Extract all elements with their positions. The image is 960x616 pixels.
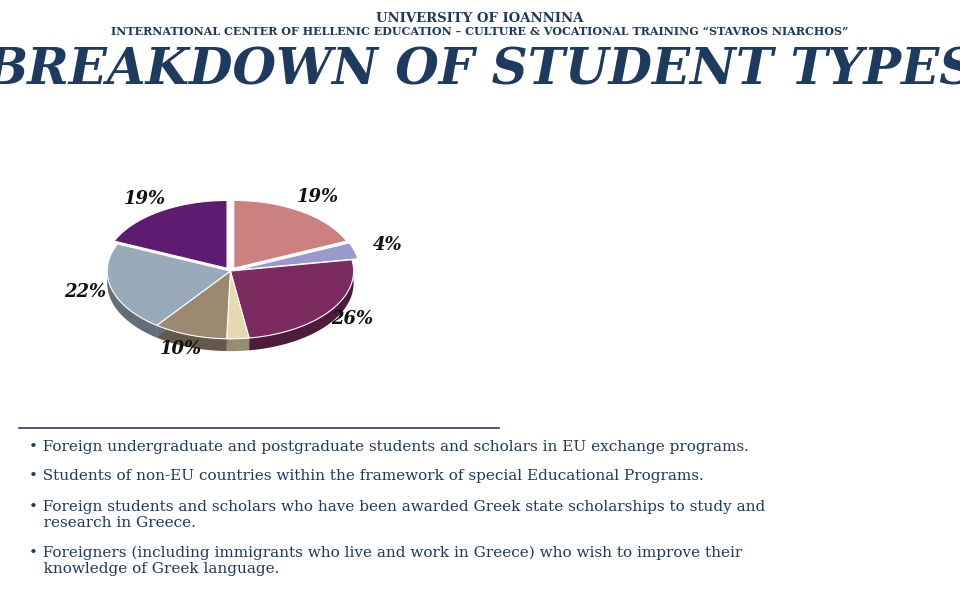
Text: 4%: 4% <box>372 237 402 254</box>
Polygon shape <box>108 244 230 325</box>
Polygon shape <box>234 200 347 268</box>
Polygon shape <box>230 271 249 351</box>
Text: • Foreign students and scholars who have been awarded Greek state scholarships t: • Foreign students and scholars who have… <box>29 500 765 530</box>
Polygon shape <box>156 271 230 339</box>
Polygon shape <box>249 267 353 351</box>
Polygon shape <box>230 271 249 351</box>
Polygon shape <box>230 260 353 338</box>
Text: 19%: 19% <box>297 188 339 206</box>
Text: • Students of non-EU countries within the framework of special Educational Progr: • Students of non-EU countries within th… <box>29 469 704 484</box>
Polygon shape <box>227 271 249 339</box>
Polygon shape <box>227 271 230 351</box>
Text: INTERNATIONAL CENTER OF HELLENIC EDUCATION – CULTURE & VOCATIONAL TRAINING “STAV: INTERNATIONAL CENTER OF HELLENIC EDUCATI… <box>111 26 849 37</box>
Polygon shape <box>156 325 227 351</box>
Text: UNIVERSITY OF IOANNINA: UNIVERSITY OF IOANNINA <box>376 12 584 25</box>
Polygon shape <box>114 200 227 268</box>
Text: 22%: 22% <box>64 283 107 301</box>
Polygon shape <box>156 271 230 338</box>
Text: 10%: 10% <box>160 340 202 358</box>
Text: BREAKDOWN OF STUDENT TYPES: BREAKDOWN OF STUDENT TYPES <box>0 46 960 95</box>
Text: • Foreign undergraduate and postgraduate students and scholars in EU exchange pr: • Foreign undergraduate and postgraduate… <box>29 440 749 455</box>
Polygon shape <box>236 243 358 270</box>
Text: 19%: 19% <box>124 190 166 208</box>
Polygon shape <box>156 271 230 338</box>
Polygon shape <box>227 271 230 351</box>
Text: 26%: 26% <box>331 310 373 328</box>
Text: • Foreigners (including immigrants who live and work in Greece) who wish to impr: • Foreigners (including immigrants who l… <box>29 545 742 576</box>
Polygon shape <box>227 338 249 351</box>
Polygon shape <box>108 265 156 338</box>
